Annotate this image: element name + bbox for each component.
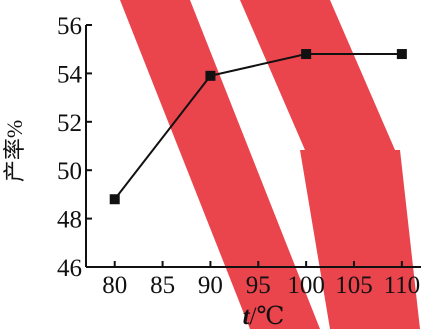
data-point-marker bbox=[109, 194, 120, 205]
y-tick-label: 50 bbox=[57, 158, 82, 185]
data-point-marker bbox=[301, 49, 312, 60]
watermark-stroke-lower bbox=[300, 150, 420, 329]
watermark bbox=[120, 0, 420, 329]
series bbox=[109, 49, 407, 205]
ticks: 46 48 50 52 54 56 80 85 90 95 100 105 110 bbox=[57, 13, 420, 299]
x-tick-label: 90 bbox=[198, 272, 223, 299]
series-line bbox=[113, 53, 402, 200]
y-tick-label: 56 bbox=[57, 13, 82, 40]
watermark-stroke-left bbox=[120, 0, 320, 329]
axes bbox=[85, 25, 421, 268]
x-tick-label: 85 bbox=[150, 272, 175, 299]
watermark-stroke-right bbox=[240, 0, 395, 150]
y-tick-label: 48 bbox=[57, 207, 82, 234]
y-axis-label: 产率% bbox=[2, 120, 27, 182]
y-tick-label: 54 bbox=[57, 61, 83, 88]
data-point-marker bbox=[396, 49, 407, 60]
x-tick-label: 95 bbox=[246, 272, 271, 299]
data-point-marker bbox=[205, 70, 216, 81]
x-axis-label: t/℃ bbox=[243, 303, 285, 329]
y-tick-label: 52 bbox=[57, 110, 82, 137]
x-axis-unit: /℃ bbox=[250, 303, 285, 329]
x-tick-label: 80 bbox=[102, 272, 127, 299]
x-axis-variable: t bbox=[243, 303, 251, 329]
y-tick-label: 46 bbox=[57, 255, 82, 282]
x-tick-label: 100 bbox=[287, 272, 325, 299]
x-tick-label: 110 bbox=[384, 272, 421, 299]
x-tick-label: 105 bbox=[335, 272, 373, 299]
